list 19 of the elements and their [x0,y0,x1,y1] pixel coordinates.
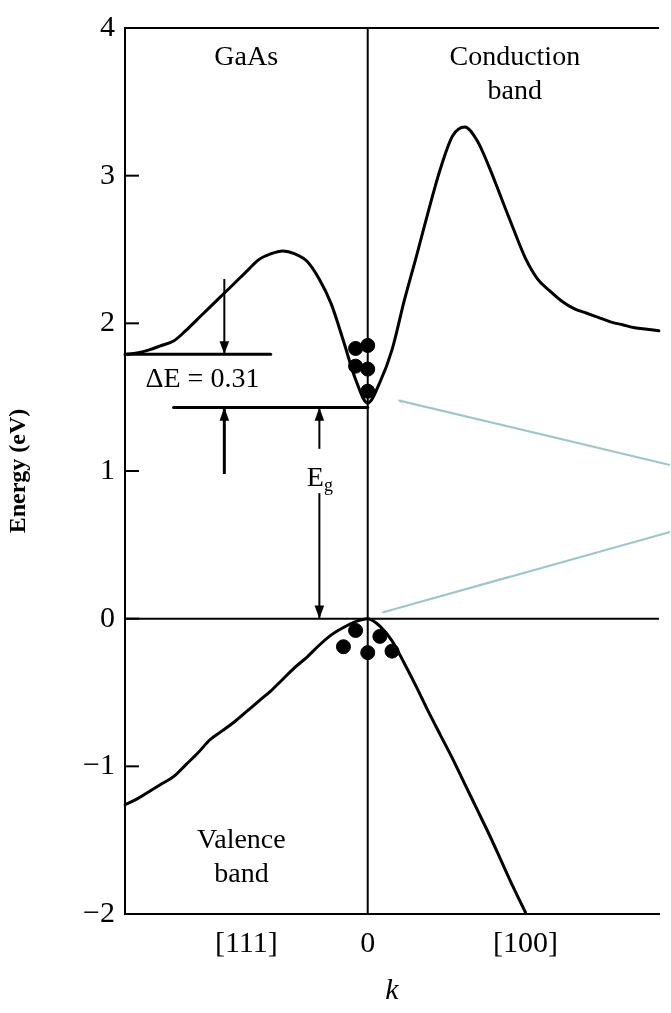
annotation: Valence band [197,822,286,888]
y-tick-label: −1 [83,747,115,781]
y-axis-title: Energy (eV) [3,408,30,534]
y-tick-label: 2 [100,304,115,338]
annotation: ΔE = 0.31 [145,361,260,393]
annotation: Conduction band [449,39,581,105]
y-tick-label: 4 [100,8,115,42]
x-axis-title: k [385,971,400,1005]
x-tick-label: [100] [493,924,558,958]
x-tick-label: [111] [214,924,278,958]
point [335,639,351,655]
y-tick-label: 3 [100,156,115,190]
x-tick-label: 0 [360,924,376,958]
y-tick-label: −2 [83,894,115,928]
annotation: GaAs [214,39,279,71]
point [372,628,388,644]
point [348,622,364,638]
y-tick-label: 0 [100,599,115,633]
y-tick-label: 1 [100,451,115,485]
